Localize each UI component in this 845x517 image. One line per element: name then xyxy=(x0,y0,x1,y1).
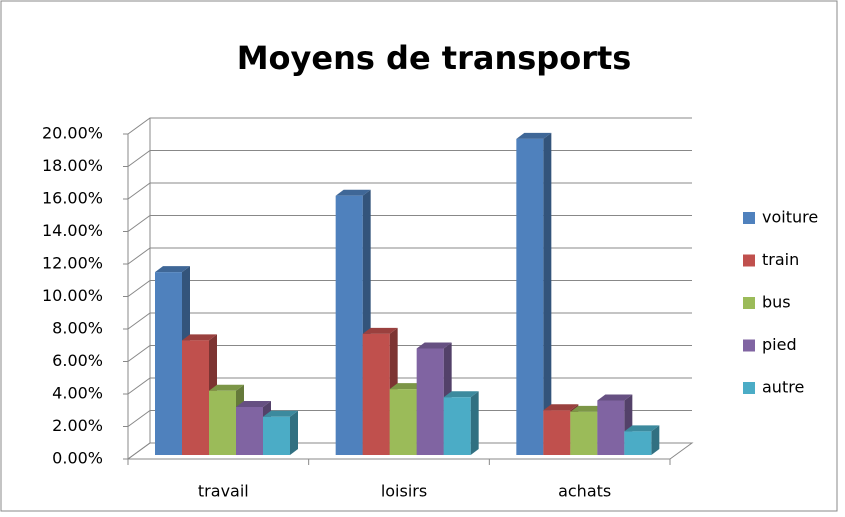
grid-line xyxy=(127,345,692,362)
bar-front xyxy=(624,431,652,455)
legend-label: voiture xyxy=(762,208,818,227)
legend-swatch xyxy=(743,382,755,394)
grid-line xyxy=(127,410,692,427)
x-tick-label: loisirs xyxy=(381,482,427,501)
bar-front xyxy=(155,272,182,455)
bar-side xyxy=(290,410,298,455)
bar-side xyxy=(543,132,552,455)
bar-front xyxy=(389,389,417,455)
bar-top xyxy=(624,425,660,432)
bar xyxy=(263,410,298,455)
y-tick-label: 12.00% xyxy=(42,254,103,273)
bar-top xyxy=(335,189,371,196)
legend-swatch xyxy=(743,254,755,267)
bar-front xyxy=(263,416,290,455)
y-tick-label: 0.00% xyxy=(52,449,103,468)
bar xyxy=(516,132,552,455)
bar-side xyxy=(470,391,479,455)
bar-top xyxy=(543,404,579,411)
bar-top xyxy=(443,391,479,398)
bar-front xyxy=(236,407,263,455)
grid-line xyxy=(127,280,692,297)
y-tick-label: 20.00% xyxy=(42,124,103,143)
bar-front xyxy=(335,195,363,455)
y-tick-label: 18.00% xyxy=(42,156,103,175)
grid-line xyxy=(127,182,692,200)
y-tick-label: 10.00% xyxy=(42,286,103,305)
bar-front xyxy=(597,400,625,455)
bar-front xyxy=(443,397,471,455)
y-tick-label: 14.00% xyxy=(42,221,103,240)
grid-line xyxy=(127,150,692,167)
bar-front xyxy=(570,411,598,455)
grid-line xyxy=(127,312,692,330)
grid-line xyxy=(127,215,692,232)
bar-top xyxy=(155,266,190,273)
bar-front xyxy=(516,138,544,455)
legend-swatch xyxy=(743,212,755,224)
grid-line xyxy=(127,247,692,265)
bar-front xyxy=(182,340,209,455)
legend-label: bus xyxy=(762,293,791,312)
bar xyxy=(624,425,660,455)
legend-swatch xyxy=(743,297,755,309)
bar xyxy=(443,391,479,455)
legend-swatch xyxy=(743,339,755,352)
bar-front xyxy=(416,348,444,455)
y-tick-label: 8.00% xyxy=(52,319,103,338)
bar-top xyxy=(182,334,217,341)
bar xyxy=(335,189,371,455)
bar-front xyxy=(362,333,390,455)
bar-top xyxy=(362,327,398,334)
bar-front xyxy=(209,390,236,455)
legend-label: pied xyxy=(762,335,797,354)
bar-front xyxy=(543,410,571,455)
chart-title: Moyens de transports xyxy=(237,39,632,77)
bar-top xyxy=(416,342,452,349)
legend-label: train xyxy=(762,250,799,269)
bar-top xyxy=(516,132,552,139)
grid-line xyxy=(127,442,692,460)
bar xyxy=(155,266,190,455)
x-tick-label: achats xyxy=(558,482,611,501)
bar-top xyxy=(570,405,606,412)
legend-label: autre xyxy=(762,378,804,397)
bar-top xyxy=(263,410,298,417)
grid-line xyxy=(127,377,692,395)
x-tick-label: travail xyxy=(198,482,249,501)
bar-top xyxy=(597,394,633,401)
y-tick-label: 4.00% xyxy=(52,384,103,403)
bar-top xyxy=(209,384,244,391)
bar-side xyxy=(651,425,660,455)
grid-line xyxy=(127,117,692,135)
bar-top xyxy=(389,383,425,390)
y-tick-label: 2.00% xyxy=(52,416,103,435)
y-tick-label: 6.00% xyxy=(52,351,103,370)
bar-top xyxy=(236,401,271,407)
bar xyxy=(209,384,244,455)
y-tick-label: 16.00% xyxy=(42,189,103,208)
